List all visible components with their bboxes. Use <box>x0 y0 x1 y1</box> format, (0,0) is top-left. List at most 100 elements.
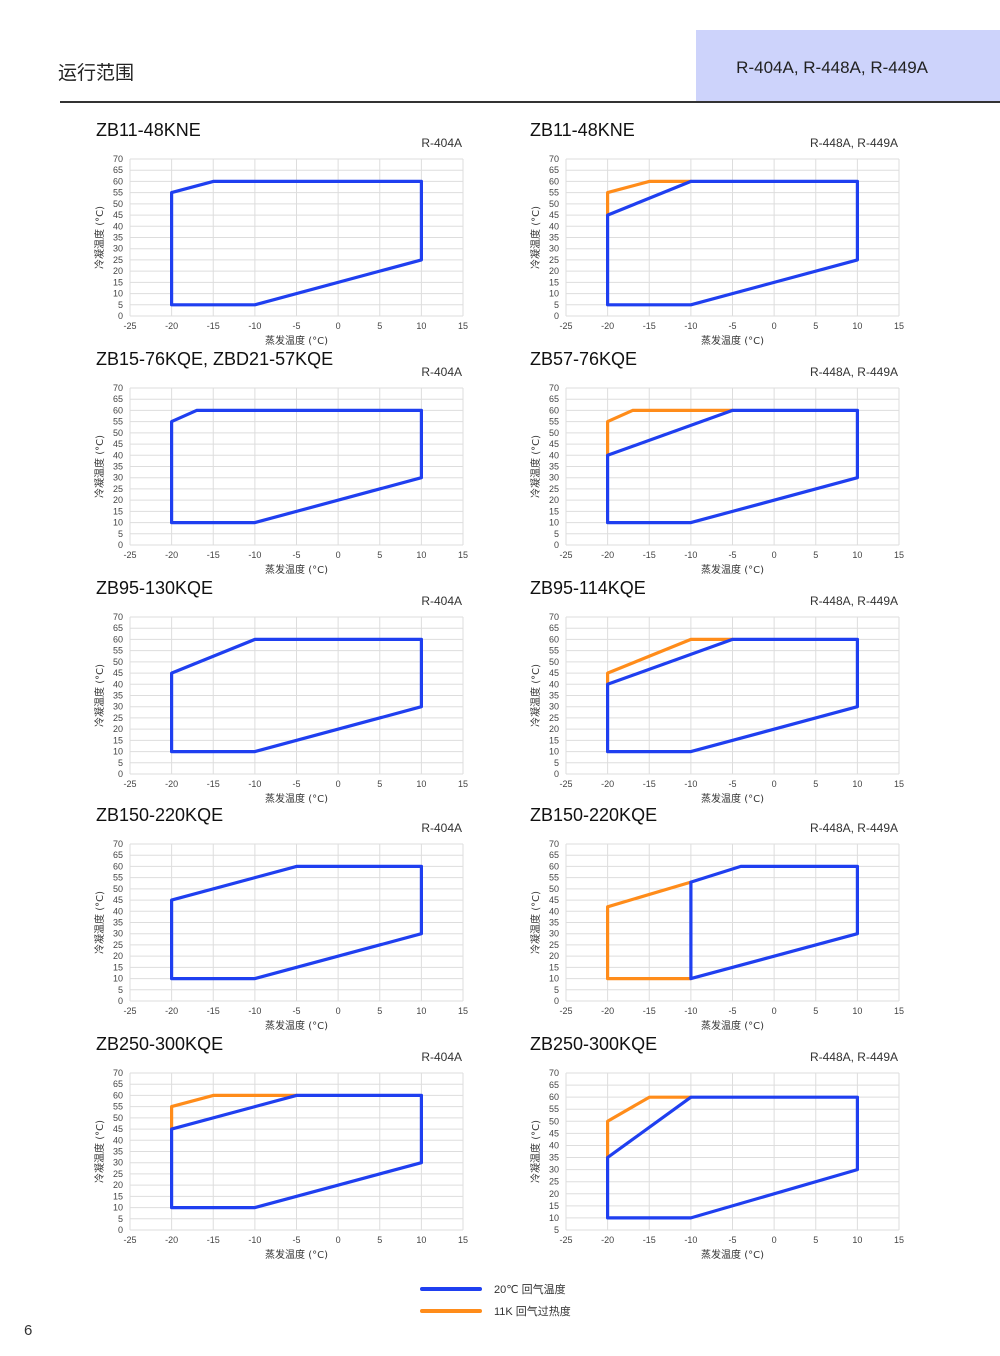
y-tick-label: 50 <box>549 1116 559 1126</box>
y-tick-label: 60 <box>113 405 123 415</box>
chart-title: ZB150-220KQE <box>96 805 223 825</box>
x-tick-label: 5 <box>813 550 818 560</box>
header-refrigerants: R-404A, R-448A, R-449A <box>736 58 928 77</box>
y-tick-label: 35 <box>113 233 123 243</box>
x-tick-label: 5 <box>813 1235 818 1245</box>
y-tick-label: 55 <box>549 1104 559 1114</box>
y-tick-label: 70 <box>113 1068 123 1078</box>
y-tick-label: 45 <box>549 668 559 678</box>
legend-swatch-blue <box>420 1287 482 1291</box>
x-axis-label: 蒸发温度 (°C) <box>265 334 328 347</box>
y-tick-label: 30 <box>549 1165 559 1175</box>
y-tick-label: 55 <box>549 873 559 883</box>
y-tick-label: 5 <box>118 985 123 995</box>
y-tick-label: 20 <box>549 495 559 505</box>
x-tick-label: -15 <box>643 550 656 560</box>
y-tick-label: 40 <box>549 906 559 916</box>
y-tick-label: 35 <box>113 918 123 928</box>
x-tick-label: 5 <box>813 779 818 789</box>
x-tick-label: -25 <box>559 1235 572 1245</box>
y-tick-label: 55 <box>549 188 559 198</box>
legend: 20℃ 回气温度 11K 回气过热度 <box>420 1278 720 1322</box>
y-tick-label: 25 <box>113 1169 123 1179</box>
envelope-blue <box>170 637 423 754</box>
x-tick-label: -20 <box>601 779 614 789</box>
y-tick-label: 30 <box>113 929 123 939</box>
y-tick-label: 65 <box>113 394 123 404</box>
y-axis-label: 冷凝温度 (°C) <box>93 891 106 954</box>
x-axis-label: 蒸发温度 (°C) <box>265 792 328 805</box>
y-tick-label: 30 <box>113 473 123 483</box>
x-tick-label: -10 <box>248 1235 261 1245</box>
x-tick-label: 0 <box>336 321 341 331</box>
chart-refrigerant: R-404A <box>421 365 462 379</box>
x-tick-label: 5 <box>377 321 382 331</box>
chart-refrigerant: R-448A, R-449A <box>810 1050 898 1064</box>
y-tick-label: 10 <box>113 1203 123 1213</box>
header-divider <box>60 101 1000 103</box>
y-tick-label: 70 <box>549 154 559 164</box>
x-tick-label: -15 <box>643 1235 656 1245</box>
y-tick-label: 45 <box>113 895 123 905</box>
x-tick-label: 5 <box>377 550 382 560</box>
x-tick-label: -25 <box>123 550 136 560</box>
y-axis-label: 冷凝温度 (°C) <box>529 206 542 269</box>
y-tick-label: 60 <box>113 176 123 186</box>
y-tick-label: 30 <box>549 702 559 712</box>
chart-refrigerant: R-448A, R-449A <box>810 821 898 835</box>
y-tick-label: 20 <box>113 724 123 734</box>
legend-item-orange: 11K 回气过热度 <box>420 1300 720 1322</box>
x-tick-label: -10 <box>684 779 697 789</box>
legend-item-blue: 20℃ 回气温度 <box>420 1278 720 1300</box>
x-tick-label: -15 <box>643 779 656 789</box>
x-tick-label: 5 <box>377 779 382 789</box>
x-tick-label: -5 <box>292 550 300 560</box>
x-tick-label: 15 <box>894 550 904 560</box>
y-tick-label: 60 <box>113 1090 123 1100</box>
y-axis-label: 冷凝温度 (°C) <box>93 1120 106 1183</box>
y-tick-label: 20 <box>549 951 559 961</box>
envelope-orange <box>170 1093 299 1131</box>
y-tick-label: 55 <box>113 188 123 198</box>
y-tick-label: 65 <box>113 850 123 860</box>
legend-label-orange: 11K 回气过热度 <box>494 1306 571 1318</box>
y-tick-label: 0 <box>118 540 123 550</box>
y-tick-label: 70 <box>549 383 559 393</box>
y-tick-label: 70 <box>113 839 123 849</box>
y-tick-label: 60 <box>549 176 559 186</box>
x-tick-label: 0 <box>772 779 777 789</box>
x-tick-label: 5 <box>377 1006 382 1016</box>
chart-refrigerant: R-404A <box>421 136 462 150</box>
y-tick-label: 60 <box>549 1092 559 1102</box>
y-tick-label: 35 <box>113 1147 123 1157</box>
x-tick-label: 15 <box>458 779 468 789</box>
x-tick-label: -25 <box>559 1006 572 1016</box>
y-tick-label: 0 <box>118 769 123 779</box>
y-tick-label: 15 <box>113 506 123 516</box>
y-tick-label: 25 <box>113 255 123 265</box>
y-tick-label: 55 <box>549 417 559 427</box>
x-tick-label: 10 <box>852 1006 862 1016</box>
y-tick-label: 30 <box>549 244 559 254</box>
y-tick-label: 30 <box>113 1158 123 1168</box>
y-tick-label: 65 <box>549 850 559 860</box>
x-tick-label: 10 <box>416 1235 426 1245</box>
x-tick-label: -10 <box>684 1235 697 1245</box>
y-tick-label: 40 <box>113 450 123 460</box>
y-tick-label: 60 <box>549 405 559 415</box>
y-tick-label: 65 <box>113 623 123 633</box>
envelope-blue <box>605 408 860 525</box>
y-tick-label: 45 <box>549 439 559 449</box>
page-number: 6 <box>24 1322 33 1339</box>
x-tick-label: -15 <box>207 1235 220 1245</box>
x-tick-label: -20 <box>165 321 178 331</box>
y-tick-label: 15 <box>113 277 123 287</box>
y-tick-label: 35 <box>549 918 559 928</box>
x-tick-label: 0 <box>772 1006 777 1016</box>
y-tick-label: 25 <box>549 255 559 265</box>
y-tick-label: 20 <box>113 495 123 505</box>
y-tick-label: 0 <box>118 311 123 321</box>
y-tick-label: 30 <box>113 244 123 254</box>
y-tick-label: 65 <box>549 623 559 633</box>
y-tick-label: 20 <box>113 266 123 276</box>
